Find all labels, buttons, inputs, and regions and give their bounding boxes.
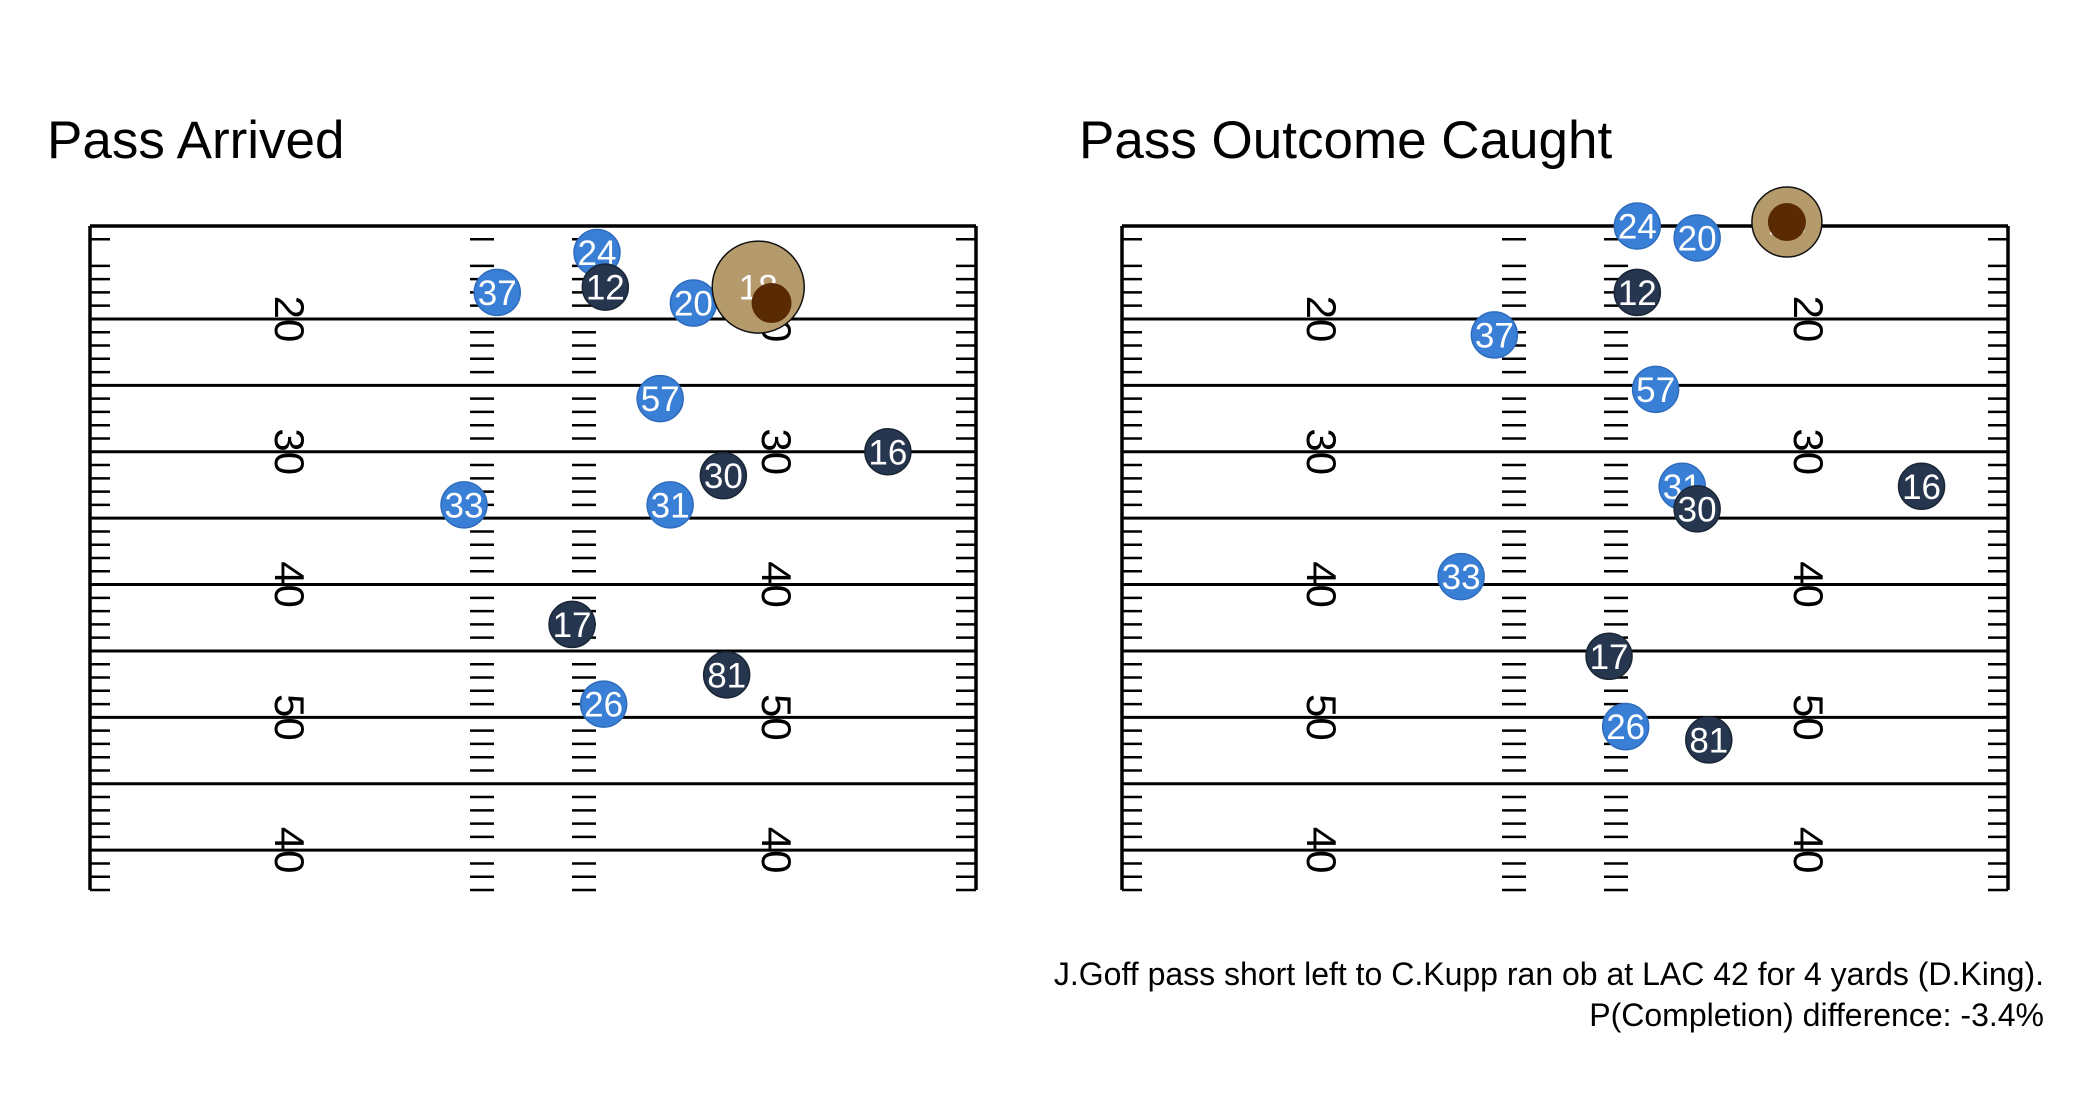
player-number-label: 26 [1606,708,1645,747]
player-defense-marker [636,374,684,423]
player-defense-marker [1601,702,1650,751]
yard-number: 20 [266,296,313,343]
player-defense-marker [473,268,522,317]
player-defense-marker [1437,552,1485,601]
panel-pass-arrived: Pass Arrived2020303040405050404033371724… [47,111,978,892]
ball-marker [751,283,792,324]
player-number-label: 26 [584,686,623,725]
player-defense-marker [646,481,694,529]
yard-number: 20 [1785,296,1832,343]
ball-marker [1767,203,1806,242]
yard-number: 30 [266,428,313,475]
player-number-label: 57 [641,380,680,419]
player-defense-marker [440,481,488,529]
player-offense-marker [1585,632,1633,681]
player-number-label: 16 [1902,468,1941,507]
player-offense-marker [1685,716,1733,764]
yard-number: 20 [1298,296,1345,343]
player-offense-marker [581,263,630,311]
yard-number: 40 [1785,827,1832,874]
player-number-label: 37 [1475,316,1514,355]
caption-line-1: J.Goff pass short left to C.Kupp ran ob … [1054,956,2044,992]
panel-pass-outcome-caught: Pass Outcome Caught 20 20 30 30 40 40 50 50 40 40 3… [1079,111,2010,892]
yard-number: 40 [1785,561,1832,608]
yard-number: 40 [753,827,800,874]
player-number-label: 20 [674,285,713,324]
player-defense-marker [1470,311,1519,359]
yard-number: 30 [1298,428,1345,475]
caption-line-2: P(Completion) difference: -3.4% [1589,997,2044,1033]
yard-number: 30 [753,428,800,475]
yard-number: 40 [1298,827,1345,874]
yard-number: 40 [266,561,313,608]
player-number-label: 20 [1678,219,1717,258]
yard-number: 30 [1785,428,1832,475]
player-number-label: 24 [1618,208,1657,247]
player-offense-marker [702,651,751,699]
player-number-label: 16 [868,433,907,472]
player-number-label: 33 [445,486,484,525]
player-number-label: 81 [1689,721,1728,760]
yard-number: 40 [1298,561,1345,608]
yard-number: 50 [1298,694,1345,741]
yard-number: 50 [266,694,313,741]
player-number-label: 17 [553,606,592,645]
player-number-label: 30 [704,457,743,496]
player-offense-marker [864,428,912,476]
panel-title: Pass Arrived [47,111,345,170]
player-number-label: 37 [478,274,517,313]
player-defense-marker [579,680,628,728]
yard-number: 40 [753,561,800,608]
panel-title: Pass Outcome Caught [1079,111,1612,170]
player-defense-marker [1613,202,1662,250]
player-number-label: 31 [651,486,690,525]
yard-number: 50 [753,694,800,741]
player-number-label: 12 [1618,274,1657,313]
player-number-label: 17 [1590,638,1629,677]
yard-number: 50 [1785,694,1832,741]
player-offense-marker [548,600,596,649]
player-offense-marker [1897,462,1946,511]
player-number-label: 33 [1442,558,1481,597]
player-number-label: 12 [586,269,625,308]
player-number-label: 57 [1636,371,1675,410]
player-offense-marker [1673,485,1721,533]
player-offense-marker [699,451,748,500]
player-number-label: 30 [1678,490,1717,529]
yard-number: 40 [266,827,313,874]
player-defense-marker [1673,214,1721,262]
player-offense-marker [1613,268,1662,317]
player-defense-marker [1631,365,1680,414]
player-number-label: 81 [707,656,746,695]
